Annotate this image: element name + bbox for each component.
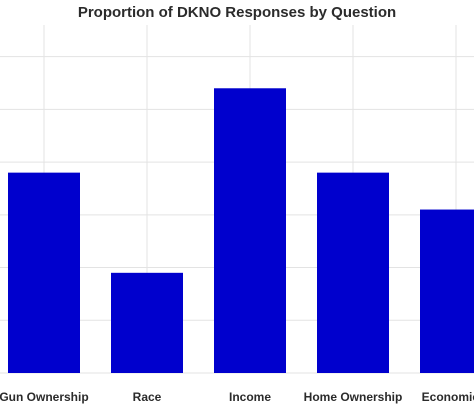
x-tick-label: Economic V bbox=[422, 390, 474, 404]
x-tick-label: Income bbox=[229, 390, 271, 404]
x-tick-label-layer: Gun Ownership Race Income Home Ownership Eco… bbox=[0, 390, 474, 404]
bar bbox=[214, 88, 286, 373]
x-tick-label: Home Ownership bbox=[304, 390, 403, 404]
bar bbox=[317, 172, 389, 373]
x-tick-label: Race bbox=[133, 390, 162, 404]
bar-layer bbox=[8, 88, 474, 373]
x-tick-label: Gun Ownership bbox=[0, 390, 89, 404]
bar bbox=[111, 272, 183, 373]
bar bbox=[8, 172, 80, 373]
chart-title: Proportion of DKNO Responses by Question bbox=[77, 4, 397, 21]
bar bbox=[420, 209, 474, 373]
